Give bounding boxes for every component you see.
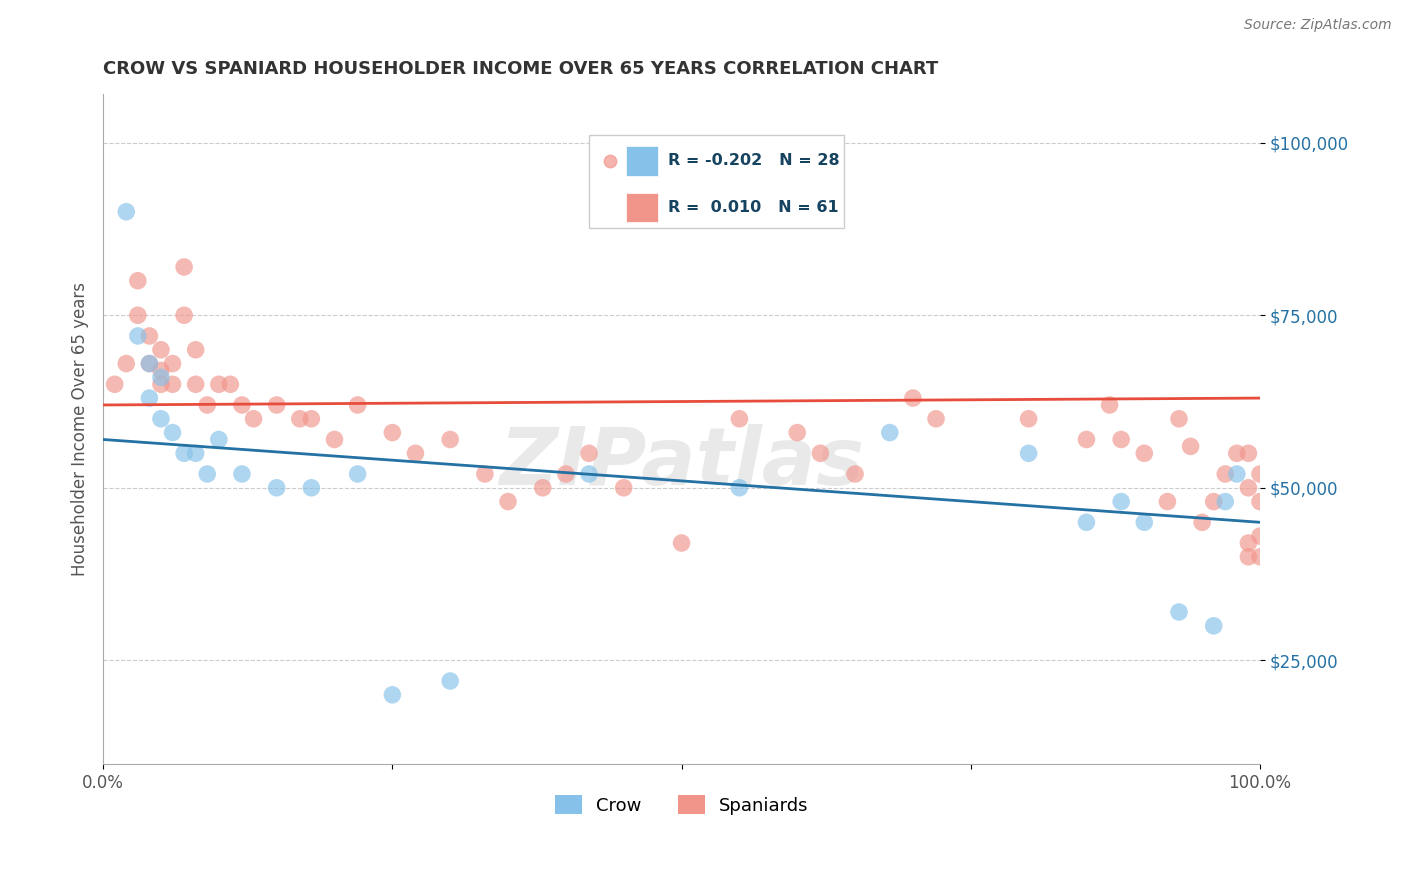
Point bbox=[149, 411, 172, 425]
Point bbox=[1133, 516, 1156, 530]
Point bbox=[162, 425, 184, 440]
Point bbox=[184, 377, 207, 392]
Point bbox=[1018, 446, 1040, 460]
Point bbox=[242, 411, 264, 425]
Point bbox=[1202, 494, 1225, 508]
Point bbox=[288, 411, 311, 425]
Point bbox=[786, 425, 808, 440]
Point bbox=[728, 411, 751, 425]
Point bbox=[149, 377, 172, 392]
Text: CROW VS SPANIARD HOUSEHOLDER INCOME OVER 65 YEARS CORRELATION CHART: CROW VS SPANIARD HOUSEHOLDER INCOME OVER… bbox=[103, 60, 938, 78]
Point bbox=[195, 467, 218, 481]
Point bbox=[219, 377, 242, 392]
Point bbox=[1249, 494, 1271, 508]
Point bbox=[1249, 529, 1271, 543]
Point bbox=[844, 467, 866, 481]
Point bbox=[173, 446, 195, 460]
Point bbox=[127, 274, 149, 288]
Point bbox=[323, 433, 346, 447]
Point bbox=[925, 411, 948, 425]
Point bbox=[266, 481, 288, 495]
Point bbox=[346, 467, 368, 481]
Point bbox=[1133, 446, 1156, 460]
Point bbox=[901, 391, 924, 405]
Point bbox=[554, 467, 576, 481]
Text: ZIPatlas: ZIPatlas bbox=[499, 424, 865, 501]
Point bbox=[439, 673, 461, 688]
Point bbox=[531, 481, 554, 495]
Point bbox=[1076, 516, 1098, 530]
Point bbox=[162, 377, 184, 392]
Point bbox=[474, 467, 496, 481]
Text: R = -0.202   N = 28: R = -0.202 N = 28 bbox=[668, 153, 839, 169]
Point bbox=[1237, 481, 1260, 495]
Point bbox=[115, 204, 138, 219]
FancyBboxPatch shape bbox=[626, 193, 658, 222]
Point bbox=[1098, 398, 1121, 412]
Point bbox=[381, 688, 404, 702]
Point bbox=[1226, 467, 1249, 481]
Point bbox=[173, 308, 195, 322]
Point bbox=[299, 481, 322, 495]
Point bbox=[138, 329, 160, 343]
Point bbox=[208, 377, 231, 392]
Point bbox=[1109, 494, 1132, 508]
Point bbox=[138, 391, 160, 405]
Point bbox=[496, 494, 519, 508]
Point bbox=[879, 425, 901, 440]
Point bbox=[149, 343, 172, 357]
Point bbox=[184, 343, 207, 357]
Point bbox=[208, 433, 231, 447]
Point bbox=[1191, 516, 1213, 530]
Point bbox=[405, 446, 427, 460]
Point bbox=[1213, 467, 1236, 481]
Y-axis label: Householder Income Over 65 years: Householder Income Over 65 years bbox=[72, 282, 89, 576]
Point bbox=[149, 370, 172, 384]
Point bbox=[149, 363, 172, 377]
Point bbox=[808, 446, 831, 460]
Point bbox=[1018, 411, 1040, 425]
Text: Source: ZipAtlas.com: Source: ZipAtlas.com bbox=[1244, 18, 1392, 32]
Point bbox=[127, 308, 149, 322]
Point bbox=[195, 398, 218, 412]
Text: R =  0.010   N = 61: R = 0.010 N = 61 bbox=[668, 200, 838, 215]
Point bbox=[1109, 433, 1132, 447]
Point bbox=[138, 357, 160, 371]
Point bbox=[1237, 536, 1260, 550]
Point bbox=[127, 329, 149, 343]
Point bbox=[578, 446, 600, 460]
Point bbox=[115, 357, 138, 371]
Point bbox=[671, 536, 693, 550]
Point bbox=[231, 398, 253, 412]
Point bbox=[104, 377, 127, 392]
Point bbox=[1249, 549, 1271, 564]
Point bbox=[184, 446, 207, 460]
Point bbox=[162, 357, 184, 371]
Point bbox=[266, 398, 288, 412]
Point bbox=[173, 260, 195, 274]
Point bbox=[1156, 494, 1178, 508]
Point bbox=[1213, 494, 1236, 508]
Legend: Crow, Spaniards: Crow, Spaniards bbox=[547, 788, 815, 822]
Point bbox=[439, 433, 461, 447]
Point bbox=[613, 481, 636, 495]
Point bbox=[1076, 433, 1098, 447]
Point bbox=[346, 398, 368, 412]
Point bbox=[578, 467, 600, 481]
Point bbox=[1237, 549, 1260, 564]
Point bbox=[299, 411, 322, 425]
Point bbox=[1202, 619, 1225, 633]
Point bbox=[231, 467, 253, 481]
Point bbox=[138, 357, 160, 371]
Point bbox=[1168, 605, 1191, 619]
Point bbox=[728, 481, 751, 495]
Point bbox=[1226, 446, 1249, 460]
FancyBboxPatch shape bbox=[589, 135, 844, 228]
FancyBboxPatch shape bbox=[626, 146, 658, 176]
Point bbox=[1237, 446, 1260, 460]
Point bbox=[1249, 467, 1271, 481]
Point bbox=[381, 425, 404, 440]
Point bbox=[1180, 439, 1202, 453]
Point bbox=[1168, 411, 1191, 425]
